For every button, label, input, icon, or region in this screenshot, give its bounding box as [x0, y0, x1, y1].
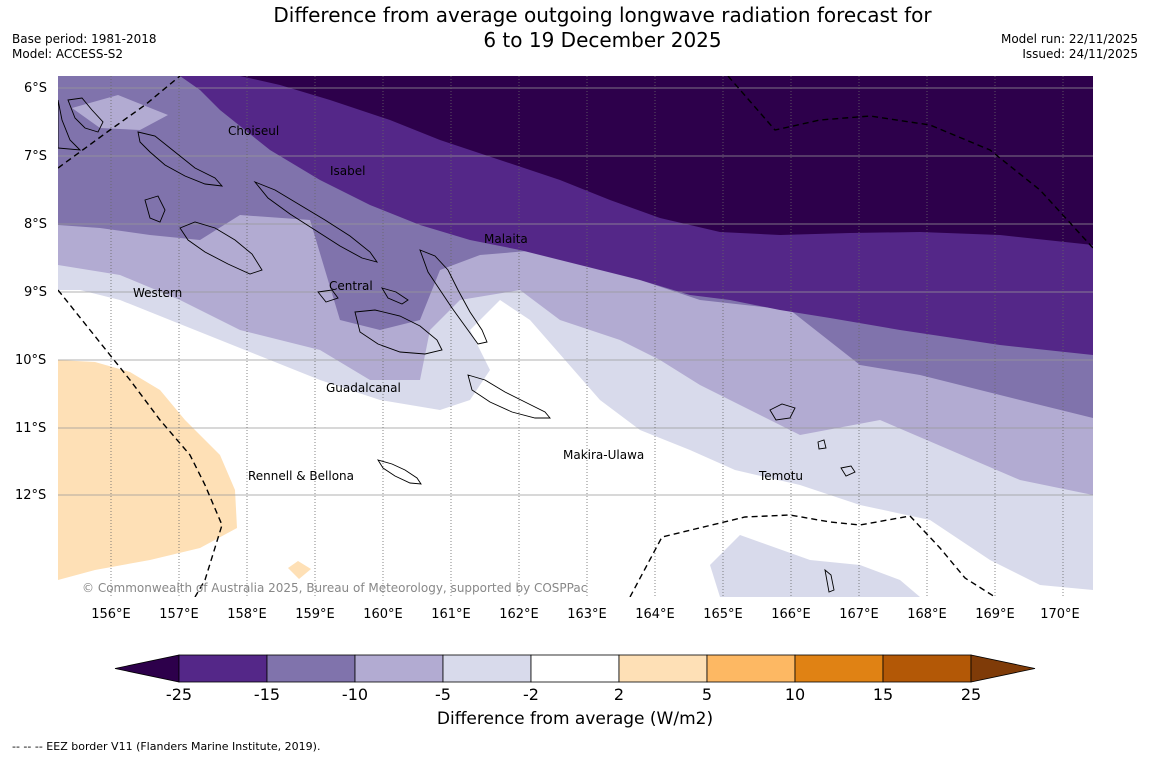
band-plus2 — [58, 360, 237, 580]
copyright-notice: © Commonwealth of Australia 2025, Bureau… — [82, 581, 588, 595]
band-minus2-south — [710, 535, 920, 597]
island-malaita — [419, 249, 488, 345]
lat-label-8: 8°S — [24, 217, 48, 232]
cb-label-15: 15 — [872, 685, 894, 704]
island-vella — [144, 195, 166, 223]
island-guadalcanal — [354, 309, 443, 355]
island-temotu-3 — [824, 568, 835, 593]
meta-right: Model run: 22/11/2025 Issued: 24/11/2025 — [1001, 32, 1138, 62]
title-line-1: Difference from average outgoing longwav… — [273, 3, 932, 27]
lon-label-168: 168°E — [907, 607, 947, 622]
lon-label-164: 164°E — [635, 607, 675, 622]
anomaly-field — [58, 76, 1093, 597]
base-period: Base period: 1981-2018 — [12, 32, 157, 46]
place-choiseul: Choiseul — [228, 124, 280, 138]
lat-label-7: 7°S — [24, 149, 48, 164]
lon-label-170: 170°E — [1040, 607, 1080, 622]
island-shortland — [67, 97, 104, 133]
gridlines — [58, 87, 1093, 496]
island-temotu-2 — [817, 439, 827, 450]
place-makira-ulawa: Makira-Ulawa — [563, 448, 645, 462]
lon-label-163: 163°E — [567, 607, 607, 622]
place-malaita: Malaita — [484, 232, 528, 246]
eez-northwest — [58, 76, 181, 169]
island-choiseul — [137, 131, 224, 187]
lon-label-157: 157°E — [159, 607, 199, 622]
lat-label-9: 9°S — [24, 285, 48, 300]
chart-title: Difference from average outgoing longwav… — [0, 3, 1150, 53]
model-name: Model: ACCESS-S2 — [12, 47, 124, 61]
eez-footnote: -- -- -- EEZ border V11 (Flanders Marine… — [12, 740, 321, 753]
cb-label-2: 2 — [613, 685, 625, 704]
eez-south — [629, 514, 996, 597]
lon-label-169: 169°E — [975, 607, 1015, 622]
island-bougainville-tip — [58, 99, 82, 151]
cb-label-10: 10 — [784, 685, 806, 704]
place-isabel: Isabel — [330, 164, 366, 178]
lat-label-11: 11°S — [15, 421, 47, 436]
cb-label-minus2: -2 — [523, 685, 539, 704]
lon-label-160: 160°E — [363, 607, 403, 622]
place-guadalcanal: Guadalcanal — [326, 381, 401, 395]
band-minus25 — [240, 76, 1093, 245]
place-central: Central — [329, 279, 373, 293]
cb-label-minus5: -5 — [435, 685, 451, 704]
island-ndende — [769, 403, 796, 421]
island-isabel — [253, 180, 379, 263]
lat-label-6: 6°S — [24, 81, 48, 96]
place-temotu: Temotu — [759, 469, 804, 483]
island-rennell — [376, 459, 422, 485]
place-western: Western — [133, 286, 183, 300]
lat-label-12: 12°S — [15, 488, 47, 503]
lon-label-162: 162°E — [499, 607, 539, 622]
cb-label-5: 5 — [701, 685, 713, 704]
island-temotu-1 — [840, 465, 856, 477]
lon-label-166: 166°E — [771, 607, 811, 622]
meta-left: Base period: 1981-2018 Model: ACCESS-S2 — [12, 32, 157, 62]
island-makira — [467, 374, 551, 419]
cb-label-25: 25 — [960, 685, 982, 704]
place-rennell-bellona: Rennell & Bellona — [248, 469, 355, 483]
lon-label-159: 159°E — [295, 607, 335, 622]
cb-label-minus25: -25 — [165, 685, 193, 704]
lon-label-156: 156°E — [91, 607, 131, 622]
cb-label-minus15: -15 — [253, 685, 281, 704]
cb-label-minus10: -10 — [341, 685, 369, 704]
island-florida — [317, 289, 339, 303]
model-run: Model run: 22/11/2025 — [1000, 32, 1138, 46]
island-newgeorgia — [179, 221, 263, 275]
lon-label-161: 161°E — [431, 607, 471, 622]
lon-label-167: 167°E — [839, 607, 879, 622]
lon-label-165: 165°E — [703, 607, 743, 622]
band-plus2-small — [288, 561, 311, 579]
colorbar-title: Difference from average (W/m2) — [436, 709, 714, 729]
coastlines — [58, 97, 856, 593]
issued-date: Issued: 24/11/2025 — [1022, 47, 1138, 61]
lon-label-158: 158°E — [227, 607, 267, 622]
eez-border — [58, 76, 1093, 597]
lat-label-10: 10°S — [15, 353, 47, 368]
island-ngella — [381, 287, 409, 305]
band-minus10-nw — [72, 95, 168, 130]
title-line-2: 6 to 19 December 2025 — [483, 28, 722, 52]
eez-west — [58, 289, 223, 597]
